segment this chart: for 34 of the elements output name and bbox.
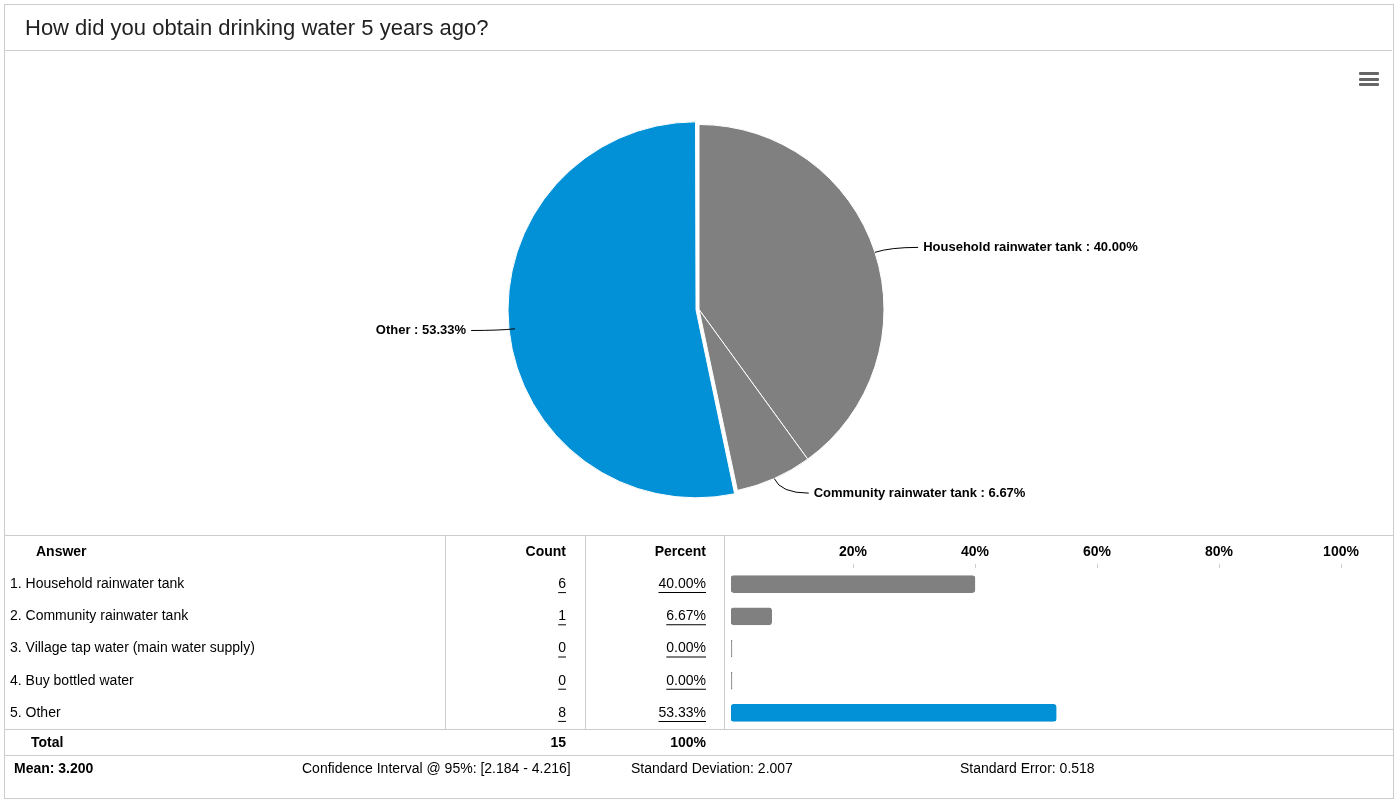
text: 100% (670, 733, 707, 750)
text: Confidence Interval @ 95%: [2.184 - 4.216] (302, 759, 571, 776)
text: 6 (558, 574, 567, 591)
text: 1 (558, 607, 567, 624)
text: 8 (558, 703, 567, 720)
x2-tick-label: 20% (838, 543, 868, 560)
data-label: 6.67% (666, 607, 706, 624)
data-label: 40.00% (658, 574, 706, 591)
chart-title: How did you obtain drinking water 5 years ago? (5, 5, 1392, 51)
y-tick-label: 3. Village tap water (main water supply) (10, 639, 255, 656)
y-tick-label: 4. Buy bottled water (10, 671, 135, 688)
x2-tick-label: 40% (960, 543, 990, 560)
text: Mean: 3.200 (14, 759, 94, 776)
text: Percent (654, 542, 707, 559)
x2-tick-label: 80% (1204, 543, 1234, 560)
text: 15 (550, 733, 567, 750)
data-label: 0.00% (666, 671, 706, 688)
data-label: 53.33% (658, 703, 706, 720)
data-label: 0.00% (666, 639, 706, 656)
text: 0 (558, 671, 567, 688)
y-tick-label: 2. Community rainwater tank (10, 607, 190, 624)
text: Standard Error: 0.518 (960, 759, 1095, 776)
text: Standard Deviation: 2.007 (631, 759, 794, 776)
text: Total (31, 733, 64, 750)
x2-tick-label: 60% (1082, 543, 1112, 560)
text: Answer (36, 542, 88, 559)
text: Count (525, 542, 567, 559)
x2-tick-label: 100% (1323, 543, 1360, 560)
slice-label: Other : 53.33% (375, 322, 467, 338)
y-tick-label: 1. Household rainwater tank (10, 574, 186, 591)
text: 0 (558, 639, 567, 656)
y-tick-label: 5. Other (10, 703, 61, 720)
slice-label: Household rainwater tank : 40.00% (923, 238, 1139, 254)
slice-label: Community rainwater tank : 6.67% (813, 484, 1026, 500)
